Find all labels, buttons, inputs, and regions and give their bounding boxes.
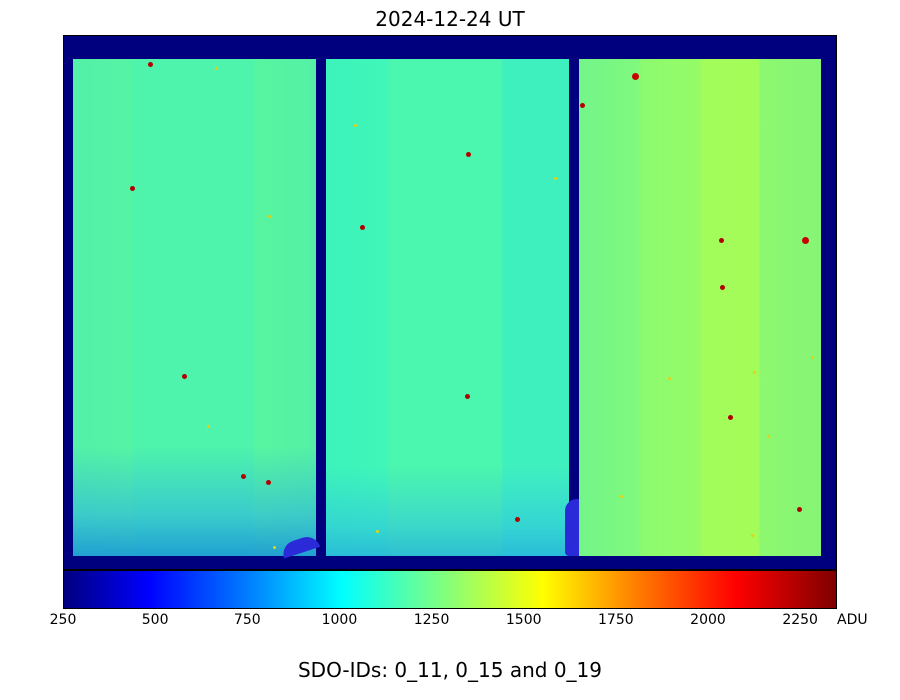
hot-pixel xyxy=(273,546,276,549)
detector-panel-middle xyxy=(326,59,569,556)
hot-pixel xyxy=(466,152,471,157)
hot-pixel xyxy=(554,177,557,180)
detector-panel-left xyxy=(73,59,321,559)
colorbar-tick-label: 1250 xyxy=(413,612,450,628)
hot-pixel xyxy=(360,225,365,230)
hot-pixel xyxy=(620,495,623,498)
hot-pixel xyxy=(632,73,639,80)
colorbar-tick-label: 1750 xyxy=(598,612,634,628)
hot-pixel xyxy=(719,238,724,243)
sdo-ids-caption: SDO-IDs: 0_11, 0_15 and 0_19 xyxy=(297,658,602,682)
hot-pixel xyxy=(465,394,470,399)
hot-pixel xyxy=(751,534,754,537)
detector-panel-right xyxy=(579,59,821,556)
hot-pixel xyxy=(720,285,725,290)
hot-pixel xyxy=(811,356,814,359)
image-title: 2024-12-24 UT xyxy=(375,7,525,31)
hot-pixel xyxy=(207,425,210,428)
hot-pixel xyxy=(767,435,770,438)
colorbar-tick-label: 500 xyxy=(141,612,169,628)
shadow-artifact xyxy=(279,533,321,559)
colorbar-tick-label: 2250 xyxy=(782,612,818,628)
hot-pixel xyxy=(354,124,357,127)
colorbar-tick-label: 250 xyxy=(49,612,77,628)
hot-pixel xyxy=(148,62,153,67)
colorbar xyxy=(63,570,837,609)
hot-pixel xyxy=(130,186,135,191)
hot-pixel xyxy=(802,237,809,244)
hot-pixel xyxy=(668,377,671,380)
hot-pixel xyxy=(182,374,187,379)
hot-pixel xyxy=(268,215,271,218)
detector-image xyxy=(63,35,837,570)
hot-pixel xyxy=(580,103,585,108)
colorbar-tick-label: 750 xyxy=(233,612,261,628)
colorbar-unit-label: ADU xyxy=(837,612,868,628)
hot-pixel xyxy=(753,371,756,374)
hot-pixel xyxy=(797,507,802,512)
colorbar-tick-label: 2000 xyxy=(690,612,726,628)
hot-pixel xyxy=(266,480,271,485)
colorbar-tick-label: 1000 xyxy=(321,612,358,628)
colorbar-tick-label: 1500 xyxy=(505,612,542,628)
hot-pixel xyxy=(215,67,218,70)
hot-pixel xyxy=(241,474,246,479)
hot-pixel xyxy=(376,530,379,533)
hot-pixel xyxy=(728,415,733,420)
hot-pixel xyxy=(515,517,520,522)
